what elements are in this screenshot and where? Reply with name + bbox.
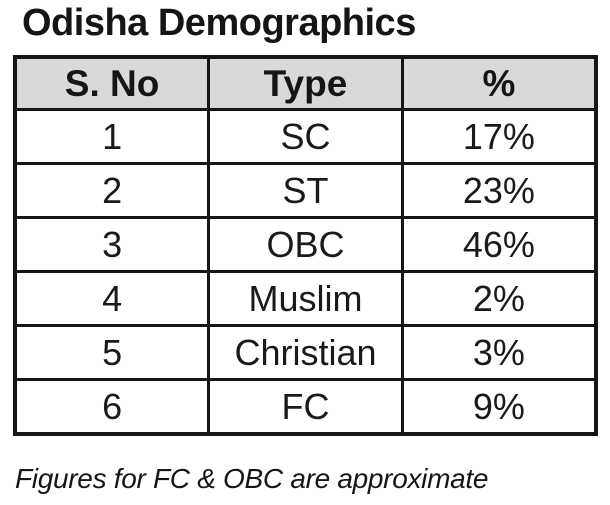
table-row: 6 FC 9%	[13, 378, 598, 436]
cell-sno: 4	[13, 270, 211, 327]
footnote: Figures for FC & OBC are approximate	[15, 463, 489, 494]
cell-sno: 3	[13, 216, 211, 273]
cell-pct: 3%	[400, 324, 598, 381]
cell-pct: 17%	[400, 108, 598, 165]
cell-type: FC	[207, 378, 404, 436]
table-row: 2 ST 23%	[13, 162, 598, 219]
cell-type: OBC	[207, 216, 404, 273]
cell-type: Christian	[207, 324, 404, 381]
table-row: 3 OBC 46%	[13, 216, 598, 273]
cell-pct: 46%	[400, 216, 598, 273]
cell-pct: 2%	[400, 270, 598, 327]
table-body: 1 SC 17% 2 ST 23% 3 OBC 46% 4 Muslim 2% …	[13, 108, 598, 436]
cell-type: ST	[207, 162, 404, 219]
cell-type: Muslim	[207, 270, 404, 327]
table-row: 4 Muslim 2%	[13, 270, 598, 327]
cell-sno: 1	[13, 108, 211, 165]
column-header-type: Type	[207, 55, 404, 111]
cell-pct: 23%	[400, 162, 598, 219]
page-title: Odisha Demographics	[22, 2, 416, 44]
column-header-sno: S. No	[13, 55, 211, 111]
cell-sno: 5	[13, 324, 211, 381]
column-header-pct: %	[400, 55, 598, 111]
table-row: 5 Christian 3%	[13, 324, 598, 381]
cell-type: SC	[207, 108, 404, 165]
table-header: S. No Type %	[13, 55, 598, 111]
header-row: S. No Type %	[13, 55, 598, 111]
cell-sno: 6	[13, 378, 211, 436]
cell-sno: 2	[13, 162, 211, 219]
table-row: 1 SC 17%	[13, 108, 598, 165]
cell-pct: 9%	[400, 378, 598, 436]
demographics-table: S. No Type % 1 SC 17% 2 ST 23% 3 OBC 46%	[13, 55, 598, 436]
